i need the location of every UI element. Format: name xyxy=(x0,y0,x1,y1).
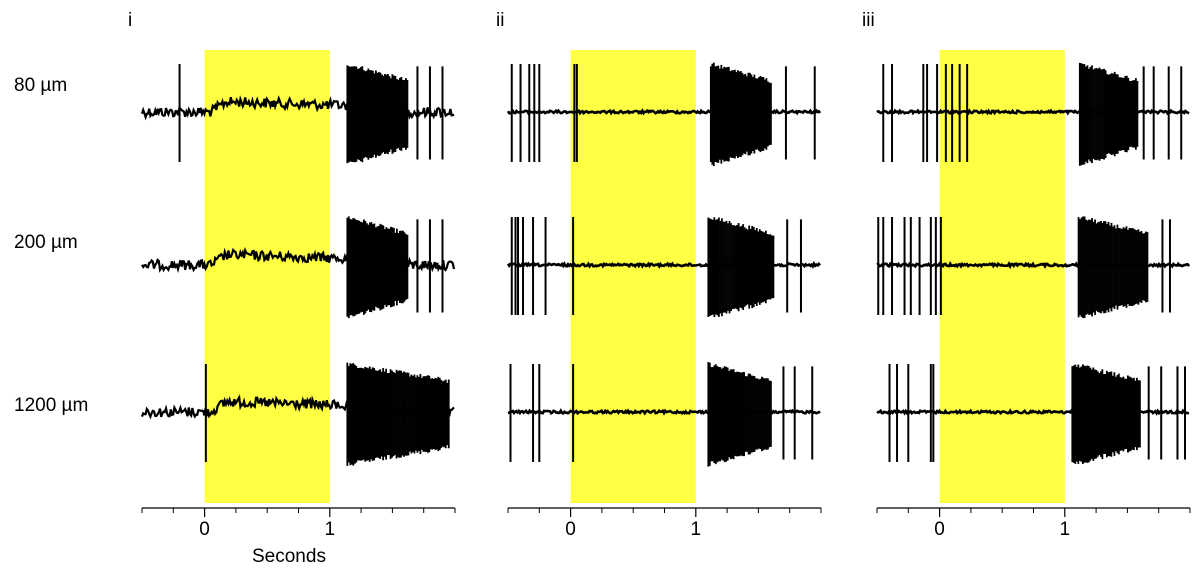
row-label-80: 80 µm xyxy=(14,75,68,96)
x-tick-label: 0 xyxy=(565,519,576,540)
x-tick-label: 0 xyxy=(934,519,945,540)
panel-label-i: i xyxy=(128,10,133,31)
stimulus-highlight xyxy=(204,50,330,503)
x-tick-label: 1 xyxy=(691,519,702,540)
row-label-1200: 1200 µm xyxy=(14,395,89,416)
stimulus-highlight xyxy=(570,50,696,503)
row-label-200: 200 µm xyxy=(14,232,78,253)
x-tick-label: 1 xyxy=(1060,519,1071,540)
trace-baseline xyxy=(507,408,821,416)
stimulus-highlight xyxy=(939,50,1065,503)
x-tick-label: 1 xyxy=(325,519,336,540)
trace-baseline xyxy=(506,108,822,116)
panel-label-ii: ii xyxy=(496,10,505,31)
panel-label-iii: iii xyxy=(862,10,875,31)
x-axis-label: Seconds xyxy=(252,546,326,567)
x-tick-label: 0 xyxy=(199,519,210,540)
